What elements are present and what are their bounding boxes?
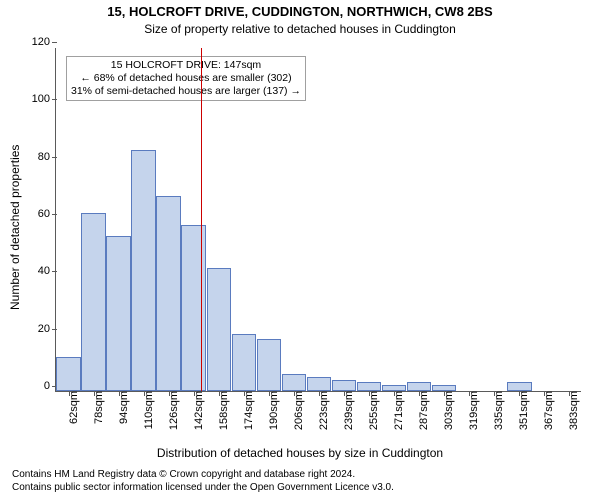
x-tick: 271sqm: [391, 391, 405, 430]
y-tick: 120: [32, 36, 56, 48]
x-tick: 287sqm: [416, 391, 430, 430]
histogram-bar: [56, 357, 81, 391]
x-tick: 335sqm: [491, 391, 505, 430]
x-tick: 110sqm: [141, 391, 155, 429]
x-tick: 351sqm: [516, 391, 530, 430]
histogram-bar: [507, 382, 532, 391]
x-tick: 319sqm: [466, 391, 480, 430]
histogram-bar: [357, 382, 382, 391]
y-tick: 40: [38, 265, 56, 277]
x-tick: 158sqm: [216, 391, 230, 430]
annotation-line-2: ← 68% of detached houses are smaller (30…: [71, 72, 301, 85]
histogram-bar: [307, 377, 332, 391]
x-tick: 303sqm: [441, 391, 455, 430]
y-tick: 100: [32, 93, 56, 105]
annotation-line-1: 15 HOLCROFT DRIVE: 147sqm: [71, 59, 301, 72]
y-tick: 80: [38, 151, 56, 163]
histogram-bar: [282, 374, 307, 391]
chart-title: 15, HOLCROFT DRIVE, CUDDINGTON, NORTHWIC…: [0, 4, 600, 19]
property-marker-line: [201, 48, 202, 391]
x-tick: 190sqm: [266, 391, 280, 430]
property-size-chart: 15, HOLCROFT DRIVE, CUDDINGTON, NORTHWIC…: [0, 0, 600, 500]
annotation-line-3: 31% of semi-detached houses are larger (…: [71, 85, 301, 98]
x-tick: 174sqm: [241, 391, 255, 430]
histogram-bar: [332, 380, 357, 391]
annotation-box: 15 HOLCROFT DRIVE: 147sqm ← 68% of detac…: [66, 56, 306, 101]
histogram-bar: [156, 196, 181, 391]
histogram-bar: [181, 225, 206, 391]
x-tick: 239sqm: [341, 391, 355, 430]
y-tick: 60: [38, 208, 56, 220]
x-tick: 94sqm: [116, 391, 130, 424]
footer-line-1: Contains HM Land Registry data © Crown c…: [12, 469, 394, 482]
x-tick: 383sqm: [566, 391, 580, 430]
y-axis-label: Number of detached properties: [8, 145, 22, 310]
histogram-bar: [207, 268, 232, 391]
y-tick: 0: [44, 380, 56, 392]
chart-footer: Contains HM Land Registry data © Crown c…: [12, 469, 394, 494]
x-tick: 78sqm: [91, 391, 105, 424]
plot-area: 15 HOLCROFT DRIVE: 147sqm ← 68% of detac…: [55, 48, 581, 392]
histogram-bar: [81, 213, 106, 391]
histogram-bar: [106, 236, 131, 391]
histogram-bar: [232, 334, 257, 391]
x-tick: 255sqm: [366, 391, 380, 430]
x-tick: 223sqm: [316, 391, 330, 430]
x-tick: 142sqm: [191, 391, 205, 430]
histogram-bar: [407, 382, 432, 391]
x-axis-label: Distribution of detached houses by size …: [0, 446, 600, 460]
x-tick: 206sqm: [291, 391, 305, 430]
footer-line-2: Contains public sector information licen…: [12, 482, 394, 495]
histogram-bar: [131, 150, 156, 391]
x-tick: 62sqm: [66, 391, 80, 424]
y-tick: 20: [38, 323, 56, 335]
x-tick: 367sqm: [541, 391, 555, 430]
chart-subtitle: Size of property relative to detached ho…: [0, 22, 600, 36]
histogram-bar: [257, 339, 282, 391]
x-tick: 126sqm: [166, 391, 180, 430]
